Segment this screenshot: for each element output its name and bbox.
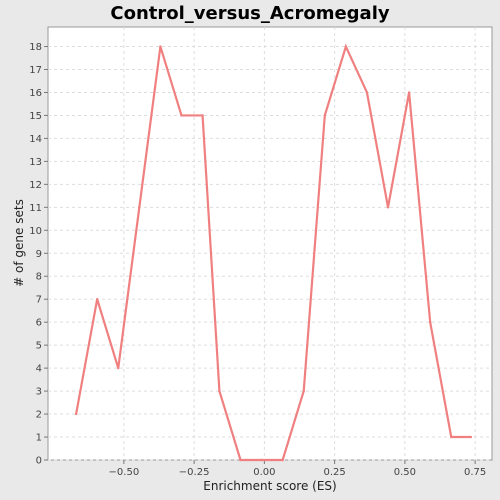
y-tick-label: 12 xyxy=(29,180,42,191)
data-point xyxy=(159,45,162,48)
data-point xyxy=(260,458,263,462)
y-tick-label: 10 xyxy=(29,226,42,237)
y-tick-label: 4 xyxy=(36,364,42,375)
x-tick-label: −0.25 xyxy=(179,467,210,478)
data-point xyxy=(117,366,120,370)
y-tick-label: 5 xyxy=(36,341,42,352)
x-axis-label: Enrichment score (ES) xyxy=(203,479,336,493)
x-tick-label: 0.75 xyxy=(464,467,486,478)
data-point xyxy=(95,298,99,301)
plot-area xyxy=(47,26,493,461)
series-line xyxy=(75,43,471,462)
data-point xyxy=(450,435,453,439)
y-tick-label: 0 xyxy=(36,456,42,467)
y-tick-label: 9 xyxy=(36,249,42,260)
y-tick-label: 8 xyxy=(36,272,42,283)
data-point xyxy=(180,114,183,117)
y-tick-label: 2 xyxy=(36,410,42,421)
data-point xyxy=(386,206,390,209)
y-tick-label: 3 xyxy=(36,387,42,398)
data-point xyxy=(344,45,348,48)
grid xyxy=(48,27,492,461)
x-tick-label: −0.50 xyxy=(109,467,140,478)
chart-title: Control_versus_Acromegaly xyxy=(110,3,389,24)
x-tick-label: 0.50 xyxy=(394,467,416,478)
y-axis-label: # of gene sets xyxy=(12,199,26,287)
y-tick-label: 17 xyxy=(29,65,42,76)
data-point xyxy=(281,458,284,462)
y-tick-label: 15 xyxy=(29,111,42,122)
data-point xyxy=(407,91,411,94)
data-point xyxy=(469,435,473,439)
data-point xyxy=(138,206,141,209)
y-tick-label: 1 xyxy=(36,433,42,444)
data-point xyxy=(302,389,305,393)
y-tick-label: 14 xyxy=(29,134,42,145)
y-tick-label: 16 xyxy=(29,88,42,99)
data-point xyxy=(74,412,78,416)
x-tick-label: 0.00 xyxy=(253,467,275,478)
y-tick-label: 13 xyxy=(29,157,42,168)
x-tick-label: 0.25 xyxy=(324,467,346,478)
y-tick-label: 18 xyxy=(29,42,42,53)
series-layer xyxy=(74,43,473,462)
y-tick-label: 6 xyxy=(36,318,42,329)
y-tick-label: 7 xyxy=(36,295,42,306)
data-point xyxy=(428,320,432,324)
data-point xyxy=(201,114,204,117)
y-tick-label: 11 xyxy=(29,203,42,214)
data-point xyxy=(239,458,242,462)
data-point xyxy=(323,114,326,117)
data-point xyxy=(218,389,221,393)
data-point xyxy=(365,91,369,94)
